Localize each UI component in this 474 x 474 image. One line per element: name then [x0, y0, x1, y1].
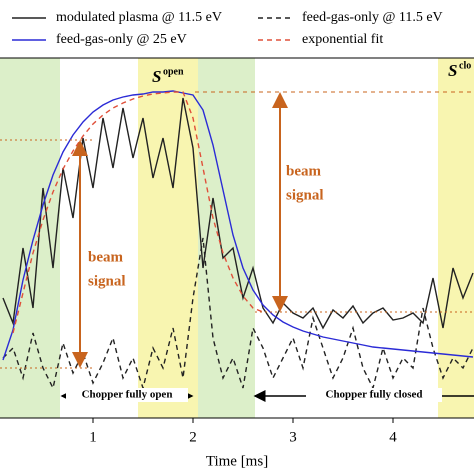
s-closed: S	[448, 61, 457, 80]
x-tick-label: 1	[89, 429, 97, 445]
legend-label: feed-gas-only @ 25 eV	[56, 32, 187, 47]
chopper-label: Chopper fully closed	[326, 389, 423, 401]
chopper-label: Chopper fully open	[82, 389, 173, 401]
beam-label: beam	[88, 249, 124, 265]
label-bg	[306, 388, 442, 402]
series-line	[2, 90, 474, 361]
shaded-region	[198, 58, 255, 418]
x-axis-label: Time [ms]	[206, 453, 268, 469]
shaded-region	[138, 58, 198, 418]
annotations: beam signal beam signal S open S clo Cho…	[0, 60, 474, 402]
label-bg	[66, 388, 188, 402]
legend: modulated plasma @ 11.5 eV feed-gas-only …	[12, 10, 443, 47]
legend-label: modulated plasma @ 11.5 eV	[56, 10, 222, 25]
x-tick-label: 3	[289, 429, 297, 445]
s-open: S	[152, 67, 161, 86]
beam-label: signal	[88, 273, 126, 289]
shaded-regions	[0, 58, 474, 418]
shaded-region	[438, 58, 474, 418]
legend-label: exponential fit	[302, 32, 383, 47]
beam-label: beam	[286, 163, 322, 179]
s-open-sup: open	[163, 66, 184, 77]
beam-label: signal	[286, 187, 324, 203]
s-closed-sup: clo	[459, 60, 471, 71]
x-tick-label: 4	[389, 429, 397, 445]
x-tick-label: 2	[189, 429, 197, 445]
shaded-region	[0, 58, 60, 418]
legend-label: feed-gas-only @ 11.5 eV	[302, 10, 443, 25]
